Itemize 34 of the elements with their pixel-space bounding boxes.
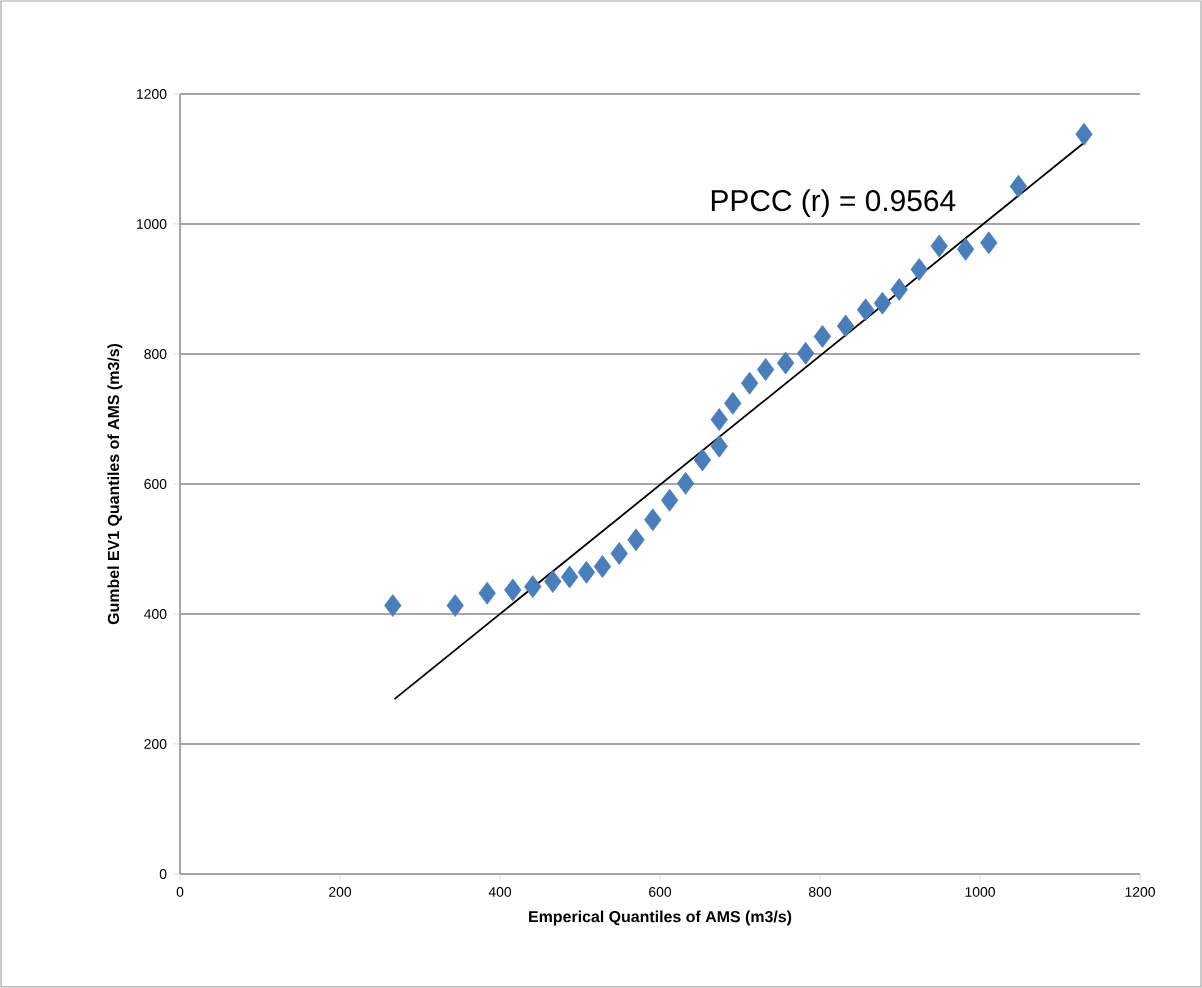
point	[610, 542, 628, 565]
point	[1009, 174, 1028, 198]
point	[627, 528, 645, 552]
point	[910, 258, 928, 281]
point	[724, 391, 742, 415]
point	[478, 581, 496, 605]
point	[836, 314, 855, 338]
point	[384, 594, 402, 617]
annotation: PPCC (r) = 0.9564	[711, 189, 956, 218]
point	[593, 555, 612, 578]
point	[980, 231, 998, 255]
point	[856, 298, 875, 322]
point	[446, 594, 464, 617]
point	[1075, 122, 1093, 146]
point	[504, 578, 522, 602]
point	[577, 560, 596, 584]
point	[756, 358, 775, 381]
point	[873, 291, 892, 315]
point	[710, 434, 728, 458]
point	[740, 371, 759, 395]
point	[930, 234, 948, 258]
point	[813, 325, 832, 348]
point	[544, 570, 562, 593]
point	[776, 351, 795, 375]
point	[693, 448, 712, 472]
point	[560, 565, 579, 589]
point	[890, 278, 908, 302]
point	[796, 341, 815, 365]
point	[676, 471, 695, 495]
point	[644, 508, 662, 532]
point	[524, 575, 542, 599]
point	[660, 488, 679, 512]
point	[710, 408, 728, 432]
point	[956, 237, 975, 261]
